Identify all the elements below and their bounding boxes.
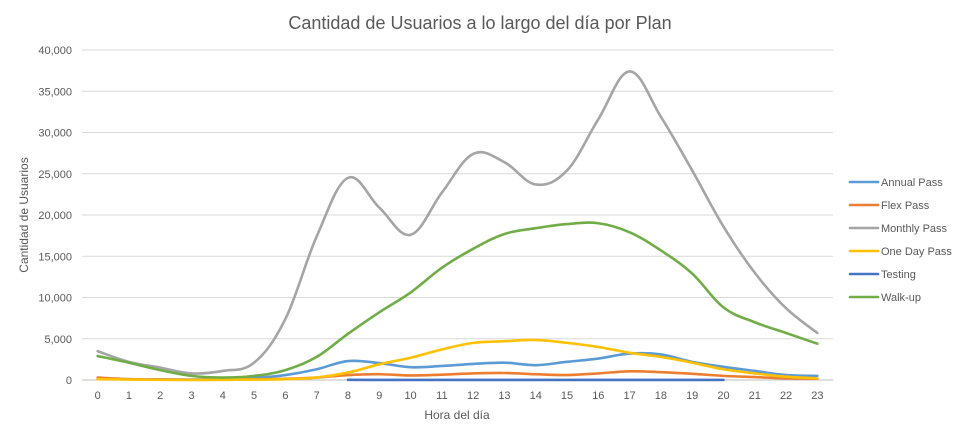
x-tick-label: 11: [436, 390, 447, 402]
gridlines: [82, 49, 833, 381]
x-tick-label: 7: [314, 390, 320, 402]
legend: Annual Pass Flex Pass Monthly Pass One Day …: [848, 177, 952, 304]
y-tick-label: 15,000: [38, 251, 72, 263]
x-tick-label: 8: [345, 390, 351, 402]
series-lines: [96, 70, 819, 382]
y-tick-label: 40,000: [38, 45, 72, 57]
series-line-monthly-pass: [96, 70, 819, 375]
x-tick-label: 20: [717, 390, 729, 402]
x-tick-label: 4: [220, 390, 226, 402]
legend-item-monthly-pass: Monthly Pass: [848, 223, 948, 235]
y-tick-label: 35,000: [38, 86, 72, 98]
x-tick-label: 15: [561, 390, 573, 402]
y-tick-label: 25,000: [38, 169, 72, 181]
y-tick-label: 20,000: [38, 210, 72, 222]
legend-label: One Day Pass: [881, 246, 952, 258]
legend-item-flex-pass: Flex Pass: [848, 200, 930, 212]
x-tick-label: 5: [251, 390, 257, 402]
x-tick-label: 19: [686, 390, 698, 402]
y-axis-ticks: 0 5,000 10,000 15,000 20,000 25,000 30,000 35,0…: [38, 45, 72, 387]
legend-item-testing: Testing: [848, 269, 916, 281]
x-axis-title: Hora del día: [424, 408, 490, 422]
legend-label: Monthly Pass: [881, 223, 948, 235]
y-tick-label: 5,000: [44, 334, 72, 346]
series-line-one-day-pass: [96, 338, 819, 382]
y-tick-label: 10,000: [38, 293, 72, 305]
y-tick-label: 0: [66, 375, 72, 387]
y-axis-title: Cantidad de Usuarios: [17, 157, 31, 272]
x-tick-label: 13: [498, 390, 510, 402]
x-axis-ticks: 0 1 2 3 4 5 6 7 8 9 10 11 12 13 14 15 16 17 18 19 20 21 22 23: [95, 390, 824, 402]
x-tick-label: 2: [157, 390, 163, 402]
legend-label: Testing: [881, 269, 916, 281]
x-tick-label: 3: [188, 390, 194, 402]
x-tick-label: 16: [592, 390, 604, 402]
x-tick-label: 10: [404, 390, 416, 402]
legend-item-annual-pass: Annual Pass: [848, 177, 943, 189]
x-tick-label: 23: [811, 390, 823, 402]
legend-label: Flex Pass: [881, 200, 930, 212]
x-tick-label: 6: [282, 390, 288, 402]
chart-title: Cantidad de Usuarios a lo largo del día …: [288, 13, 671, 33]
y-tick-label: 30,000: [38, 128, 72, 140]
x-tick-label: 12: [467, 390, 479, 402]
legend-label: Annual Pass: [881, 177, 943, 189]
series-line-walk-up: [96, 221, 819, 379]
x-tick-label: 1: [126, 390, 132, 402]
legend-label: Walk-up: [881, 292, 921, 304]
legend-item-one-day-pass: One Day Pass: [848, 246, 952, 258]
x-tick-label: 22: [780, 390, 792, 402]
x-tick-label: 9: [376, 390, 382, 402]
x-tick-label: 17: [623, 390, 635, 402]
x-tick-label: 0: [95, 390, 101, 402]
x-tick-label: 14: [530, 390, 542, 402]
x-tick-label: 18: [655, 390, 667, 402]
legend-item-walk-up: Walk-up: [848, 292, 921, 304]
x-tick-label: 21: [749, 390, 761, 402]
